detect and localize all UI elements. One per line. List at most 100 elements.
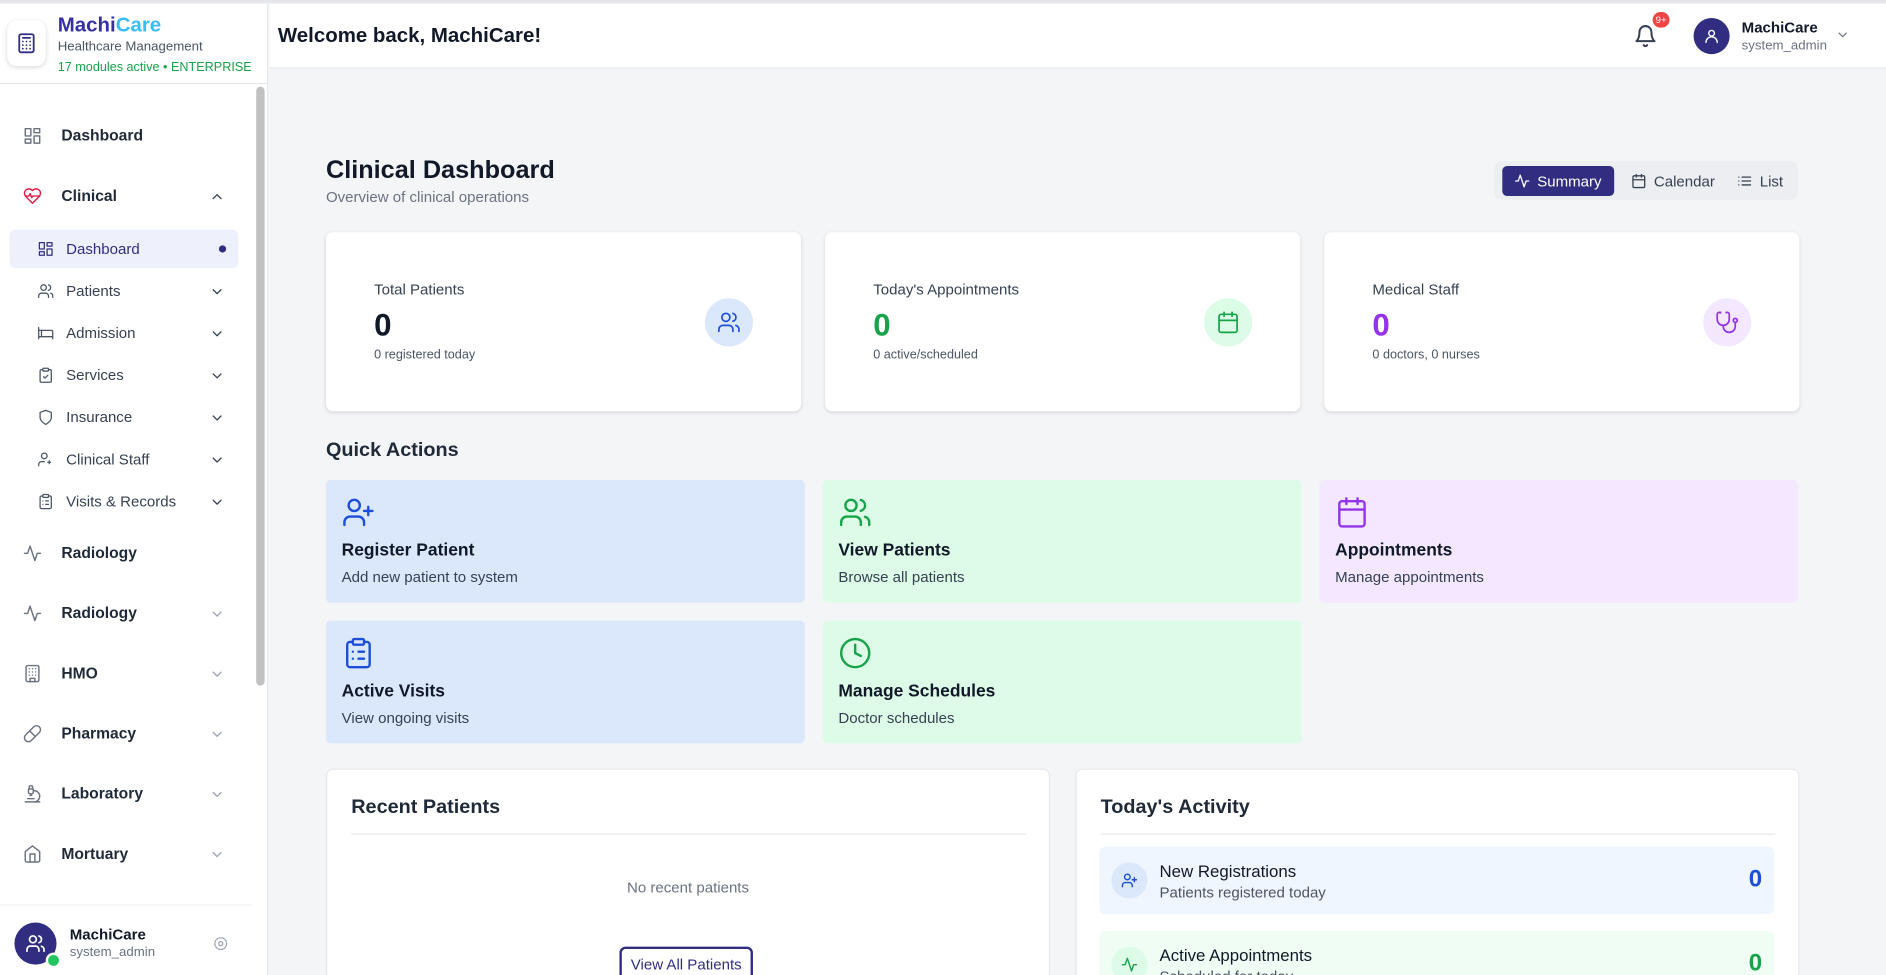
icon <box>39 493 52 510</box>
stat-note: 0 doctors, 0 nurses <box>1372 347 1480 363</box>
activity-value: 0 <box>1748 950 1763 975</box>
nav-label: Mortuary <box>61 844 129 863</box>
stat-label: Today's Appointments <box>873 281 1020 299</box>
settings-icon[interactable] <box>213 936 229 952</box>
quick-action-title: Active Visits <box>341 681 446 702</box>
quick-action-card[interactable]: Appointments Manage appointments <box>1319 479 1799 603</box>
icon <box>39 409 52 426</box>
stat-value: 0 <box>374 306 392 343</box>
view-label: Summary <box>1537 173 1602 191</box>
bell-icon[interactable] <box>1633 24 1657 48</box>
nav-subitem[interactable]: Insurance <box>10 398 239 436</box>
nav-item[interactable]: Laboratory <box>10 772 248 815</box>
nav-label: Pharmacy <box>61 724 137 743</box>
quick-action-title: View Patients <box>838 541 951 561</box>
icon <box>24 785 41 803</box>
nav-item[interactable]: Radiology <box>10 532 248 575</box>
view-button[interactable]: List <box>1725 166 1788 196</box>
sidebar-user-role: system_admin <box>69 945 156 960</box>
icon <box>212 373 222 379</box>
nav-item[interactable]: Clinical <box>10 174 248 217</box>
nav-item[interactable]: Mortuary <box>10 832 248 875</box>
nav-subitem[interactable]: Visits & Records <box>10 482 239 520</box>
nav-label: HMO <box>61 663 98 682</box>
view-button[interactable]: Calendar <box>1619 166 1718 196</box>
activity-subtitle: Patients registered today <box>1159 884 1326 901</box>
activity-title: New Registrations <box>1159 861 1297 881</box>
divider <box>1100 833 1776 835</box>
quick-action-card[interactable]: Manage Schedules Doctor schedules <box>822 620 1302 744</box>
icon <box>24 845 41 863</box>
nav-subitem[interactable]: Dashboard <box>9 229 239 269</box>
nav-sublabel: Services <box>66 366 124 384</box>
nav-item[interactable]: Radiology <box>10 592 248 635</box>
sidebar-user-name: MachiCare <box>69 926 146 944</box>
icon <box>212 671 222 677</box>
quick-action-description: View ongoing visits <box>341 709 470 727</box>
nav-subitem[interactable]: Clinical Staff <box>10 440 239 478</box>
page-subtitle: Overview of clinical operations <box>325 188 530 206</box>
icon <box>38 452 52 467</box>
section-title: Quick Actions <box>325 439 459 461</box>
active-dot <box>218 245 227 253</box>
view-all-button[interactable]: View All Patients <box>619 946 753 975</box>
icon <box>346 637 371 669</box>
view-button[interactable]: Summary <box>1502 165 1615 197</box>
stat-note: 0 registered today <box>374 347 476 363</box>
icon <box>1632 173 1646 189</box>
activity-icon <box>1111 862 1148 899</box>
brand-accent: Care <box>115 13 162 37</box>
nav-label: Laboratory <box>61 784 144 803</box>
brand-tagline: Healthcare Management <box>57 39 203 55</box>
nav-sublabel: Admission <box>66 324 136 342</box>
notification-badge: 9+ <box>1652 12 1670 28</box>
icon <box>1716 311 1739 334</box>
brand-logo <box>7 20 46 67</box>
icon <box>718 312 740 333</box>
nav-item[interactable]: HMO <box>10 652 248 695</box>
icon <box>23 724 42 743</box>
quick-action-title: Register Patient <box>341 541 475 561</box>
nav-label: Clinical <box>61 186 117 205</box>
activity-subtitle: Scheduled for today <box>1160 968 1294 975</box>
sidebar-user-card: MachiCare system_admin <box>0 904 253 975</box>
stat-icon <box>704 298 753 347</box>
icon <box>23 605 42 622</box>
nav-subitem[interactable]: Admission <box>10 314 239 352</box>
user-menu-chevron[interactable] <box>1835 28 1849 42</box>
top-strip <box>0 0 1886 4</box>
icon <box>1514 174 1530 188</box>
icon <box>1218 311 1238 334</box>
stat-note: 0 active/scheduled <box>873 347 978 363</box>
view-toggle: Summary Calendar List <box>1493 161 1799 200</box>
icon <box>212 731 222 737</box>
header: Welcome back, MachiCare! 9+ MachiCare sy… <box>269 3 1886 69</box>
nav-subitem[interactable]: Services <box>10 356 239 394</box>
nav-sublabel: Insurance <box>66 408 133 426</box>
nav-label: Radiology <box>61 543 137 562</box>
nav-item[interactable]: Dashboard <box>10 114 248 157</box>
scrollbar <box>256 86 265 686</box>
online-dot <box>45 952 62 969</box>
nav-item[interactable]: Pharmacy <box>10 712 248 755</box>
icon <box>38 326 54 340</box>
icon <box>212 791 222 798</box>
panel-title: Recent Patients <box>351 796 501 818</box>
brand-name: MachiCare <box>58 13 161 37</box>
header-avatar[interactable] <box>1693 18 1730 55</box>
quick-action-card[interactable]: Active Visits View ongoing visits <box>325 620 805 744</box>
icon <box>23 545 42 562</box>
nav-subitem[interactable]: Patients <box>10 272 239 310</box>
header-user-name: MachiCare <box>1741 19 1818 37</box>
quick-action-description: Doctor schedules <box>838 709 955 727</box>
stat-icon <box>1204 298 1253 347</box>
nav-sublabel: Visits & Records <box>66 493 177 510</box>
quick-action-card[interactable]: View Patients Browse all patients <box>822 479 1302 603</box>
quick-action-title: Appointments <box>1335 541 1453 561</box>
stat-label: Total Patients <box>374 281 465 299</box>
icon <box>23 188 42 204</box>
quick-action-card[interactable]: Register Patient Add new patient to syste… <box>325 479 805 603</box>
quick-action-description: Add new patient to system <box>341 568 518 586</box>
brand-status: 17 modules active • ENTERPRISE <box>57 60 252 75</box>
